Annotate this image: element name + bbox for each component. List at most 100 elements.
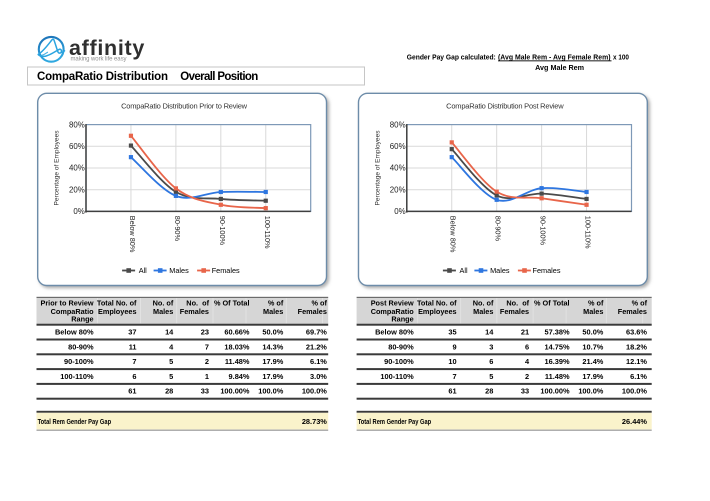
svg-text:60.66%: 60.66% [224, 328, 249, 337]
svg-text:% of: % of [311, 299, 327, 308]
svg-text:12.1%: 12.1% [626, 357, 647, 366]
svg-text:Females: Females [298, 307, 327, 316]
svg-text:14: 14 [485, 328, 494, 337]
svg-text:Females: Females [212, 266, 240, 275]
svg-text:90-100%: 90-100% [64, 357, 94, 366]
svg-text:Avg Male Rem: Avg Male Rem [535, 65, 584, 72]
svg-text:100.0%: 100.0% [622, 387, 647, 396]
svg-text:Prior to Review: Prior to Review [40, 299, 93, 308]
svg-text:11: 11 [129, 342, 137, 351]
svg-text:21.4%: 21.4% [582, 357, 603, 366]
svg-text:5: 5 [169, 372, 173, 381]
svg-text:7: 7 [205, 342, 209, 351]
svg-text:Males: Males [490, 266, 510, 275]
svg-text:7: 7 [452, 372, 456, 381]
svg-text:% Of Total: % Of Total [214, 299, 250, 308]
svg-text:69.7%: 69.7% [306, 328, 327, 337]
svg-text:100-110%: 100-110% [380, 372, 414, 381]
svg-text:% of: % of [268, 299, 284, 308]
svg-text:90-100%: 90-100% [539, 216, 548, 246]
svg-text:100.0%: 100.0% [258, 387, 283, 396]
svg-text:23: 23 [201, 328, 209, 337]
svg-text:18.03%: 18.03% [224, 342, 249, 351]
svg-text:0%: 0% [394, 207, 405, 216]
svg-text:0%: 0% [73, 207, 84, 216]
svg-text:Post Review: Post Review [371, 299, 414, 308]
svg-text:100.0%: 100.0% [578, 387, 603, 396]
svg-text:20%: 20% [390, 185, 406, 194]
svg-text:Total Rem Gender Pay Gap: Total Rem Gender Pay Gap [358, 417, 432, 426]
svg-text:10: 10 [448, 357, 456, 366]
svg-text:Females: Females [618, 307, 647, 316]
svg-text:Males: Males [169, 266, 189, 275]
svg-text:All: All [139, 266, 147, 275]
svg-text:9: 9 [452, 342, 456, 351]
svg-text:(Avg Male Rem - Avg Female Rem: (Avg Male Rem - Avg Female Rem) [498, 55, 611, 62]
svg-text:5: 5 [489, 372, 493, 381]
svg-text:Below 80%: Below 80% [128, 216, 137, 253]
svg-text:Range: Range [391, 315, 413, 324]
svg-text:80-90%: 80-90% [388, 342, 414, 351]
svg-text:40%: 40% [69, 164, 85, 173]
svg-text:Males: Males [153, 307, 173, 316]
svg-text:Total No. of: Total No. of [97, 299, 137, 308]
svg-text:61: 61 [448, 387, 456, 396]
svg-text:CompaRatio Distribution Prior: CompaRatio Distribution Prior to Review [121, 101, 248, 110]
svg-text:100.0%: 100.0% [302, 387, 327, 396]
svg-text:18.2%: 18.2% [626, 342, 647, 351]
svg-text:Below 80%: Below 80% [55, 328, 94, 337]
svg-text:7: 7 [132, 357, 136, 366]
svg-text:Total Rem Gender Pay Gap: Total Rem Gender Pay Gap [38, 417, 112, 426]
svg-text:% of: % of [632, 299, 648, 308]
svg-text:4: 4 [525, 357, 530, 366]
svg-text:14: 14 [165, 328, 174, 337]
svg-text:80-90%: 80-90% [68, 342, 94, 351]
svg-text:Females: Females [180, 307, 209, 316]
svg-text:11.48%: 11.48% [225, 357, 250, 366]
svg-text:17.9%: 17.9% [582, 372, 603, 381]
svg-text:CompaRatio Distribution Post R: CompaRatio Distribution Post Review [446, 101, 564, 110]
svg-text:3.0%: 3.0% [310, 372, 327, 381]
svg-text:100.00%: 100.00% [540, 387, 570, 396]
svg-text:Below 80%: Below 80% [375, 328, 414, 337]
svg-text:affinity: affinity [69, 36, 144, 60]
svg-text:21: 21 [521, 328, 529, 337]
svg-text:x 100: x 100 [613, 55, 629, 62]
svg-text:3: 3 [489, 342, 493, 351]
svg-text:Overall Position: Overall Position [180, 71, 258, 83]
svg-text:21.2%: 21.2% [306, 342, 327, 351]
svg-text:Males: Males [263, 307, 283, 316]
svg-text:Females: Females [500, 307, 529, 316]
svg-text:No. of: No. of [473, 299, 494, 308]
svg-text:6: 6 [132, 372, 136, 381]
svg-text:50.0%: 50.0% [582, 328, 603, 337]
svg-text:17.9%: 17.9% [262, 372, 283, 381]
svg-text:6.1%: 6.1% [630, 372, 647, 381]
svg-text:Total No. of: Total No. of [417, 299, 457, 308]
svg-text:63.6%: 63.6% [626, 328, 647, 337]
svg-text:9.84%: 9.84% [229, 372, 250, 381]
svg-text:Employees: Employees [418, 307, 457, 316]
svg-text:4: 4 [169, 342, 174, 351]
svg-text:CompaRatio: CompaRatio [51, 307, 95, 316]
svg-text:90-100%: 90-100% [384, 357, 414, 366]
svg-text:Males: Males [473, 307, 493, 316]
svg-text:2: 2 [525, 372, 529, 381]
svg-text:100.00%: 100.00% [220, 387, 250, 396]
svg-text:80%: 80% [390, 120, 406, 129]
svg-text:40%: 40% [390, 164, 406, 173]
svg-text:61: 61 [128, 387, 136, 396]
svg-text:17.9%: 17.9% [262, 357, 283, 366]
svg-text:making work life easy: making work life easy [71, 56, 127, 62]
svg-text:60%: 60% [69, 142, 85, 151]
svg-text:26.44%: 26.44% [622, 417, 647, 426]
svg-text:CompaRatio Distribution: CompaRatio Distribution [37, 71, 168, 83]
svg-text:% Of Total: % Of Total [534, 299, 570, 308]
svg-text:No. of: No. of [186, 299, 209, 308]
svg-text:% of: % of [588, 299, 604, 308]
svg-text:Employees: Employees [98, 307, 137, 316]
svg-text:Range: Range [71, 315, 93, 324]
svg-text:Males: Males [583, 307, 603, 316]
svg-text:20%: 20% [69, 185, 85, 194]
svg-text:80%: 80% [69, 120, 85, 129]
